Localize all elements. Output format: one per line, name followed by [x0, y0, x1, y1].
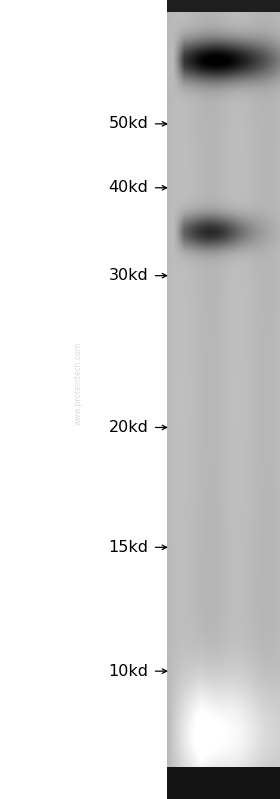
Text: 50kd: 50kd: [109, 117, 148, 131]
Text: www.proteintech.com: www.proteintech.com: [74, 342, 83, 425]
Text: 10kd: 10kd: [108, 664, 148, 678]
Text: 30kd: 30kd: [109, 268, 148, 283]
Text: 20kd: 20kd: [109, 420, 148, 435]
Text: 15kd: 15kd: [108, 540, 148, 555]
Text: 40kd: 40kd: [109, 181, 148, 195]
